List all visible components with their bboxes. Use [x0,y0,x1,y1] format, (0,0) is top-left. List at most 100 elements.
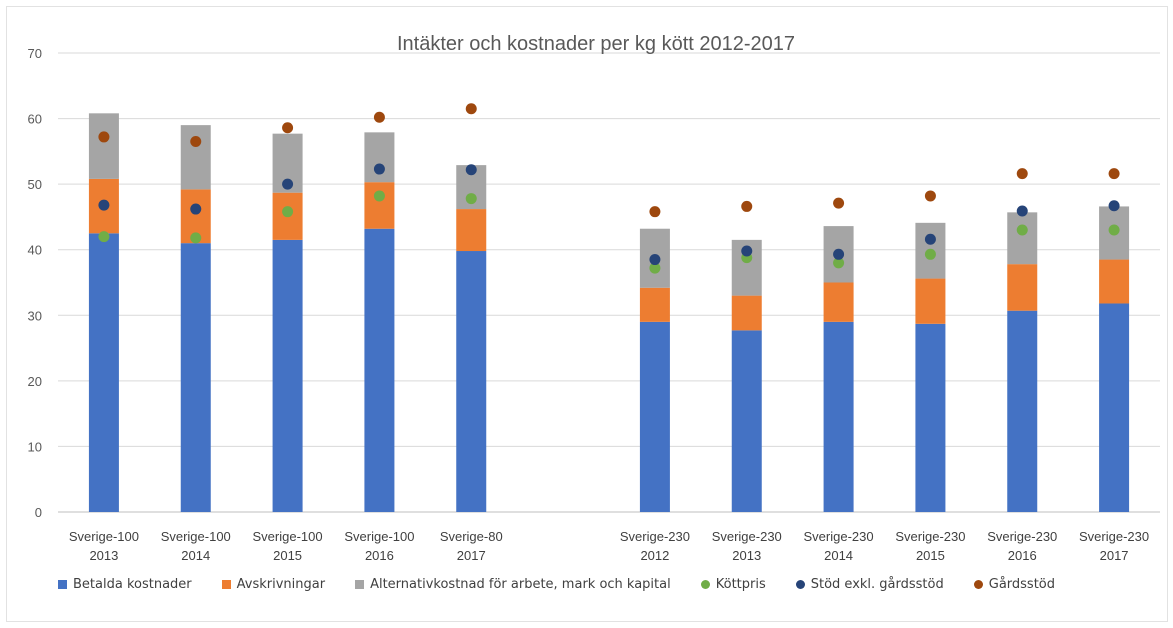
legend-item: Betalda kostnader [58,577,192,592]
legend-label: Köttpris [715,577,766,592]
y-tick-label: 60 [28,112,42,127]
chart-legend: Betalda kostnader Avskrivningar Alternativ… [58,577,1085,592]
bar-segment [1007,264,1038,311]
x-tick-label: Sverige-230 [620,529,690,544]
bar-segment [1099,303,1130,512]
legend-item: Köttpris [700,577,766,592]
data-point [373,111,385,123]
bar-segment [456,209,487,252]
legend-marker-square [221,580,231,589]
data-point [373,163,385,175]
bar-segment [731,330,762,512]
x-tick-label: 2016 [1008,548,1037,563]
data-point [924,248,936,260]
bar-segment [639,287,670,322]
x-tick-label: 2013 [89,548,118,563]
data-point [98,131,110,143]
data-point [1108,224,1120,236]
x-tick-label: 2016 [365,548,394,563]
bar-segment [915,278,946,324]
legend-marker-dot [795,580,805,589]
data-point [1016,205,1028,217]
legend-item: Gårdsstöd [973,577,1056,592]
data-point [465,193,477,205]
data-point [1016,168,1028,180]
legend-marker-dot [700,580,710,589]
x-tick-label: 2017 [1100,548,1129,563]
x-tick-label: 2013 [732,548,761,563]
y-tick-label: 40 [28,243,42,258]
data-point [924,233,936,245]
data-point [833,248,845,260]
bar-segment [823,282,854,322]
bar-segment [180,125,211,190]
bar-segment [364,132,395,183]
data-point [833,197,845,209]
x-tick-label: Sverige-80 [440,529,503,544]
data-point [282,178,294,190]
bar-segment [88,233,119,513]
data-point [282,206,294,218]
legend-marker-square [355,580,365,589]
bar-segment [272,239,303,512]
y-tick-label: 20 [28,374,42,389]
legend-label: Avskrivningar [236,577,326,592]
y-tick-label: 70 [28,46,42,61]
y-tick-label: 10 [28,439,42,454]
bar-segment [88,113,119,179]
chart-title: Intäkter och kostnader per kg kött 2012-… [397,33,795,55]
bar-segment [915,323,946,512]
legend-marker-dot [973,580,983,589]
data-point [833,257,845,269]
data-point [282,122,294,134]
gridlines [58,52,1160,513]
bar-segment [731,295,762,331]
y-axis-ticks: 0 10 20 30 40 50 60 70 [28,46,42,520]
legend-item: Avskrivningar [221,577,326,592]
bar-segment [180,243,211,512]
legend-marker-square [58,580,67,589]
data-point [649,206,661,218]
points [98,103,1120,274]
x-tick-label: Sverige-230 [895,529,965,544]
x-tick-label: Sverige-230 [1079,529,1149,544]
y-tick-label: 0 [35,505,42,520]
x-tick-label: Sverige-100 [253,529,323,544]
data-point [1108,200,1120,212]
data-point [1016,224,1028,236]
legend-label: Stöd exkl. gårdsstöd [810,577,944,592]
bar-segment [364,228,395,512]
bar-segment [364,182,395,229]
x-tick-label: Sverige-230 [987,529,1057,544]
data-point [190,232,202,244]
data-point [741,245,753,257]
legend-label: Betalda kostnader [73,577,192,592]
x-tick-label: Sverige-230 [712,529,782,544]
x-tick-label: Sverige-100 [161,529,231,544]
bar-segment [1007,310,1038,512]
x-tick-label: 2014 [824,548,853,563]
x-tick-label: 2012 [640,548,669,563]
legend-label: Gårdsstöd [988,577,1056,592]
data-point [190,203,202,215]
x-axis-ticks: Sverige-100 2013 Sverige-100 2014 Sverige-10… [69,529,1149,563]
data-point [924,190,936,202]
bar-segment [456,251,487,513]
x-tick-label: 2015 [273,548,302,563]
data-point [98,199,110,211]
y-tick-label: 50 [28,177,42,192]
data-point [465,103,477,115]
x-tick-label: Sverige-100 [344,529,414,544]
data-point [1108,168,1120,180]
bar-segment [639,321,670,512]
legend-item: Alternativkostnad för arbete, mark och k… [355,577,671,592]
data-point [373,190,385,202]
x-tick-label: 2014 [181,548,210,563]
data-point [98,231,110,243]
x-tick-label: Sverige-230 [804,529,874,544]
x-tick-label: 2017 [457,548,486,563]
legend-item: Stöd exkl. gårdsstöd [795,577,944,592]
y-tick-label: 30 [28,308,42,323]
x-tick-label: Sverige-100 [69,529,139,544]
